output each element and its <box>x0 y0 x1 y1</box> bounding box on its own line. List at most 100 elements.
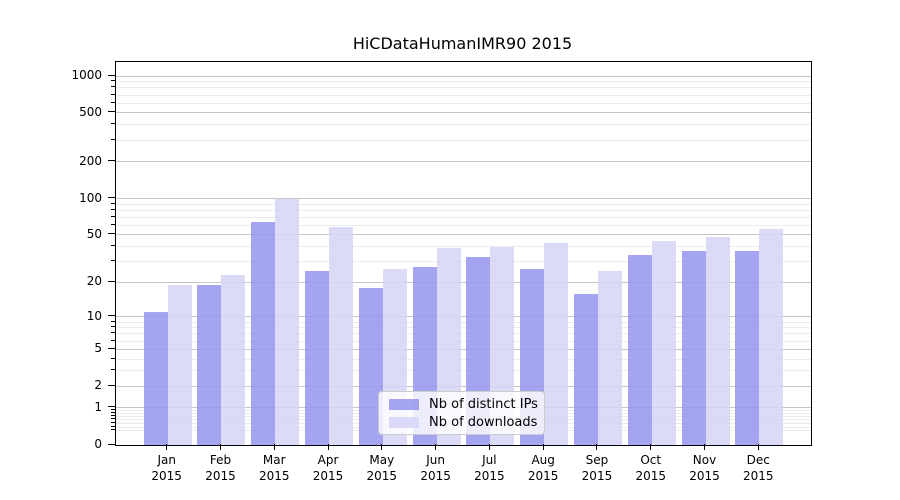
y-tick-mark-minor <box>111 332 115 334</box>
gridline-minor <box>116 87 811 89</box>
x-tick-label: Jan 2015 <box>151 453 182 483</box>
y-tick-mark-minor <box>111 326 115 328</box>
bar-downloads-2 <box>221 275 246 445</box>
gridline-major <box>116 198 811 199</box>
x-tick-mark <box>381 444 383 450</box>
y-tick-label: 100 <box>79 190 102 205</box>
x-tick-mark <box>435 444 437 450</box>
y-tick-label: 2 <box>94 378 102 393</box>
bar-distinct-ips-9 <box>573 293 598 445</box>
x-tick-label: May 2015 <box>366 453 398 483</box>
x-tick-label: Dec 2015 <box>743 453 774 483</box>
bar-downloads-10 <box>651 240 676 445</box>
x-tick-label: Aug 2015 <box>527 453 559 483</box>
legend-label-distinct-ips: Nb of distinct IPs <box>429 396 538 412</box>
y-tick-mark <box>108 315 115 317</box>
y-tick-mark-minor <box>111 421 115 423</box>
y-tick-mark-minor <box>111 86 115 88</box>
bar-distinct-ips-2 <box>197 284 222 445</box>
y-tick-label: 50 <box>86 226 102 241</box>
y-tick-mark <box>108 443 115 445</box>
legend-swatch-downloads <box>389 416 419 428</box>
x-tick-label: Jun 2015 <box>420 453 451 483</box>
y-tick-mark-minor <box>111 369 115 371</box>
y-tick-mark <box>108 74 115 76</box>
y-tick-mark-minor <box>111 138 115 140</box>
y-tick-label: 1 <box>94 399 102 414</box>
gridline-minor <box>116 139 811 141</box>
y-tick-mark-minor <box>111 415 115 417</box>
x-tick-label: Oct 2015 <box>635 453 666 483</box>
x-tick-mark <box>219 444 221 450</box>
chart-title: HiCDataHumanIMR90 2015 <box>352 34 573 53</box>
y-tick-mark <box>108 347 115 349</box>
y-tick-mark-minor <box>111 208 115 210</box>
y-tick-mark-minor <box>111 260 115 262</box>
x-tick-mark <box>488 444 490 450</box>
legend-swatch-distinct-ips <box>389 398 419 410</box>
x-tick-mark <box>166 444 168 450</box>
x-tick-mark <box>542 444 544 450</box>
y-tick-mark-minor <box>111 320 115 322</box>
x-tick-label: Apr 2015 <box>312 453 344 483</box>
bar-distinct-ips-12 <box>735 250 760 445</box>
y-tick-mark <box>108 160 115 162</box>
bar-distinct-ips-11 <box>681 250 706 445</box>
bar-downloads-9 <box>597 270 622 445</box>
bar-downloads-8 <box>544 242 569 445</box>
y-tick-label: 20 <box>86 274 102 289</box>
x-tick-label: Sep 2015 <box>581 453 613 483</box>
y-tick-label: 1000 <box>71 68 102 82</box>
y-tick-label: 500 <box>79 104 102 119</box>
bar-distinct-ips-4 <box>305 270 330 445</box>
y-tick-label: 10 <box>86 308 102 323</box>
gridline-major <box>116 385 811 387</box>
y-tick-mark <box>108 280 115 282</box>
gridline-minor <box>116 261 811 263</box>
x-tick-label: Feb 2015 <box>205 453 236 483</box>
gridline-minor <box>116 102 811 104</box>
x-tick-label: Nov 2015 <box>689 453 720 483</box>
x-tick-label: Mar 2015 <box>258 453 290 483</box>
y-tick-mark-minor <box>111 409 115 411</box>
gridline-minor <box>116 81 811 83</box>
bar-downloads-12 <box>759 229 784 445</box>
x-tick-mark <box>757 444 759 450</box>
bar-distinct-ips-10 <box>627 255 652 445</box>
gridline-minor <box>116 340 811 342</box>
y-tick-mark-minor <box>111 429 115 431</box>
y-tick-mark-minor <box>111 101 115 103</box>
bar-downloads-3 <box>275 198 300 445</box>
bar-downloads-4 <box>329 227 354 445</box>
y-tick-label: 0 <box>94 437 102 451</box>
y-tick-mark-minor <box>111 425 115 427</box>
gridline-major <box>116 75 811 77</box>
gridline-major <box>116 348 811 350</box>
x-tick-mark <box>650 444 652 450</box>
y-tick-mark-minor <box>111 215 115 217</box>
y-tick-mark <box>108 384 115 386</box>
legend: Nb of distinct IPs Nb of downloads <box>378 391 545 435</box>
bar-distinct-ips-3 <box>251 222 276 445</box>
legend-item: Nb of downloads <box>389 414 538 430</box>
legend-label-downloads: Nb of downloads <box>429 414 538 430</box>
y-tick-mark-minor <box>111 223 115 225</box>
x-tick-mark <box>273 444 275 450</box>
x-tick-mark <box>327 444 329 450</box>
gridline-minor <box>116 224 811 226</box>
gridline-minor <box>116 358 811 360</box>
gridline-minor <box>116 94 811 96</box>
gridline-minor <box>116 370 811 372</box>
y-tick-mark-minor <box>111 245 115 247</box>
y-tick-mark <box>108 197 115 198</box>
y-tick-mark-minor <box>111 412 115 414</box>
gridline-minor <box>116 124 811 126</box>
y-tick-mark-minor <box>111 80 115 82</box>
x-tick-mark <box>704 444 706 450</box>
y-tick-mark <box>108 111 115 113</box>
bar-downloads-1 <box>167 284 192 445</box>
y-tick-mark-minor <box>111 357 115 359</box>
gridline-minor <box>116 246 811 248</box>
gridline-major <box>116 161 811 163</box>
y-tick-label: 200 <box>79 153 102 168</box>
